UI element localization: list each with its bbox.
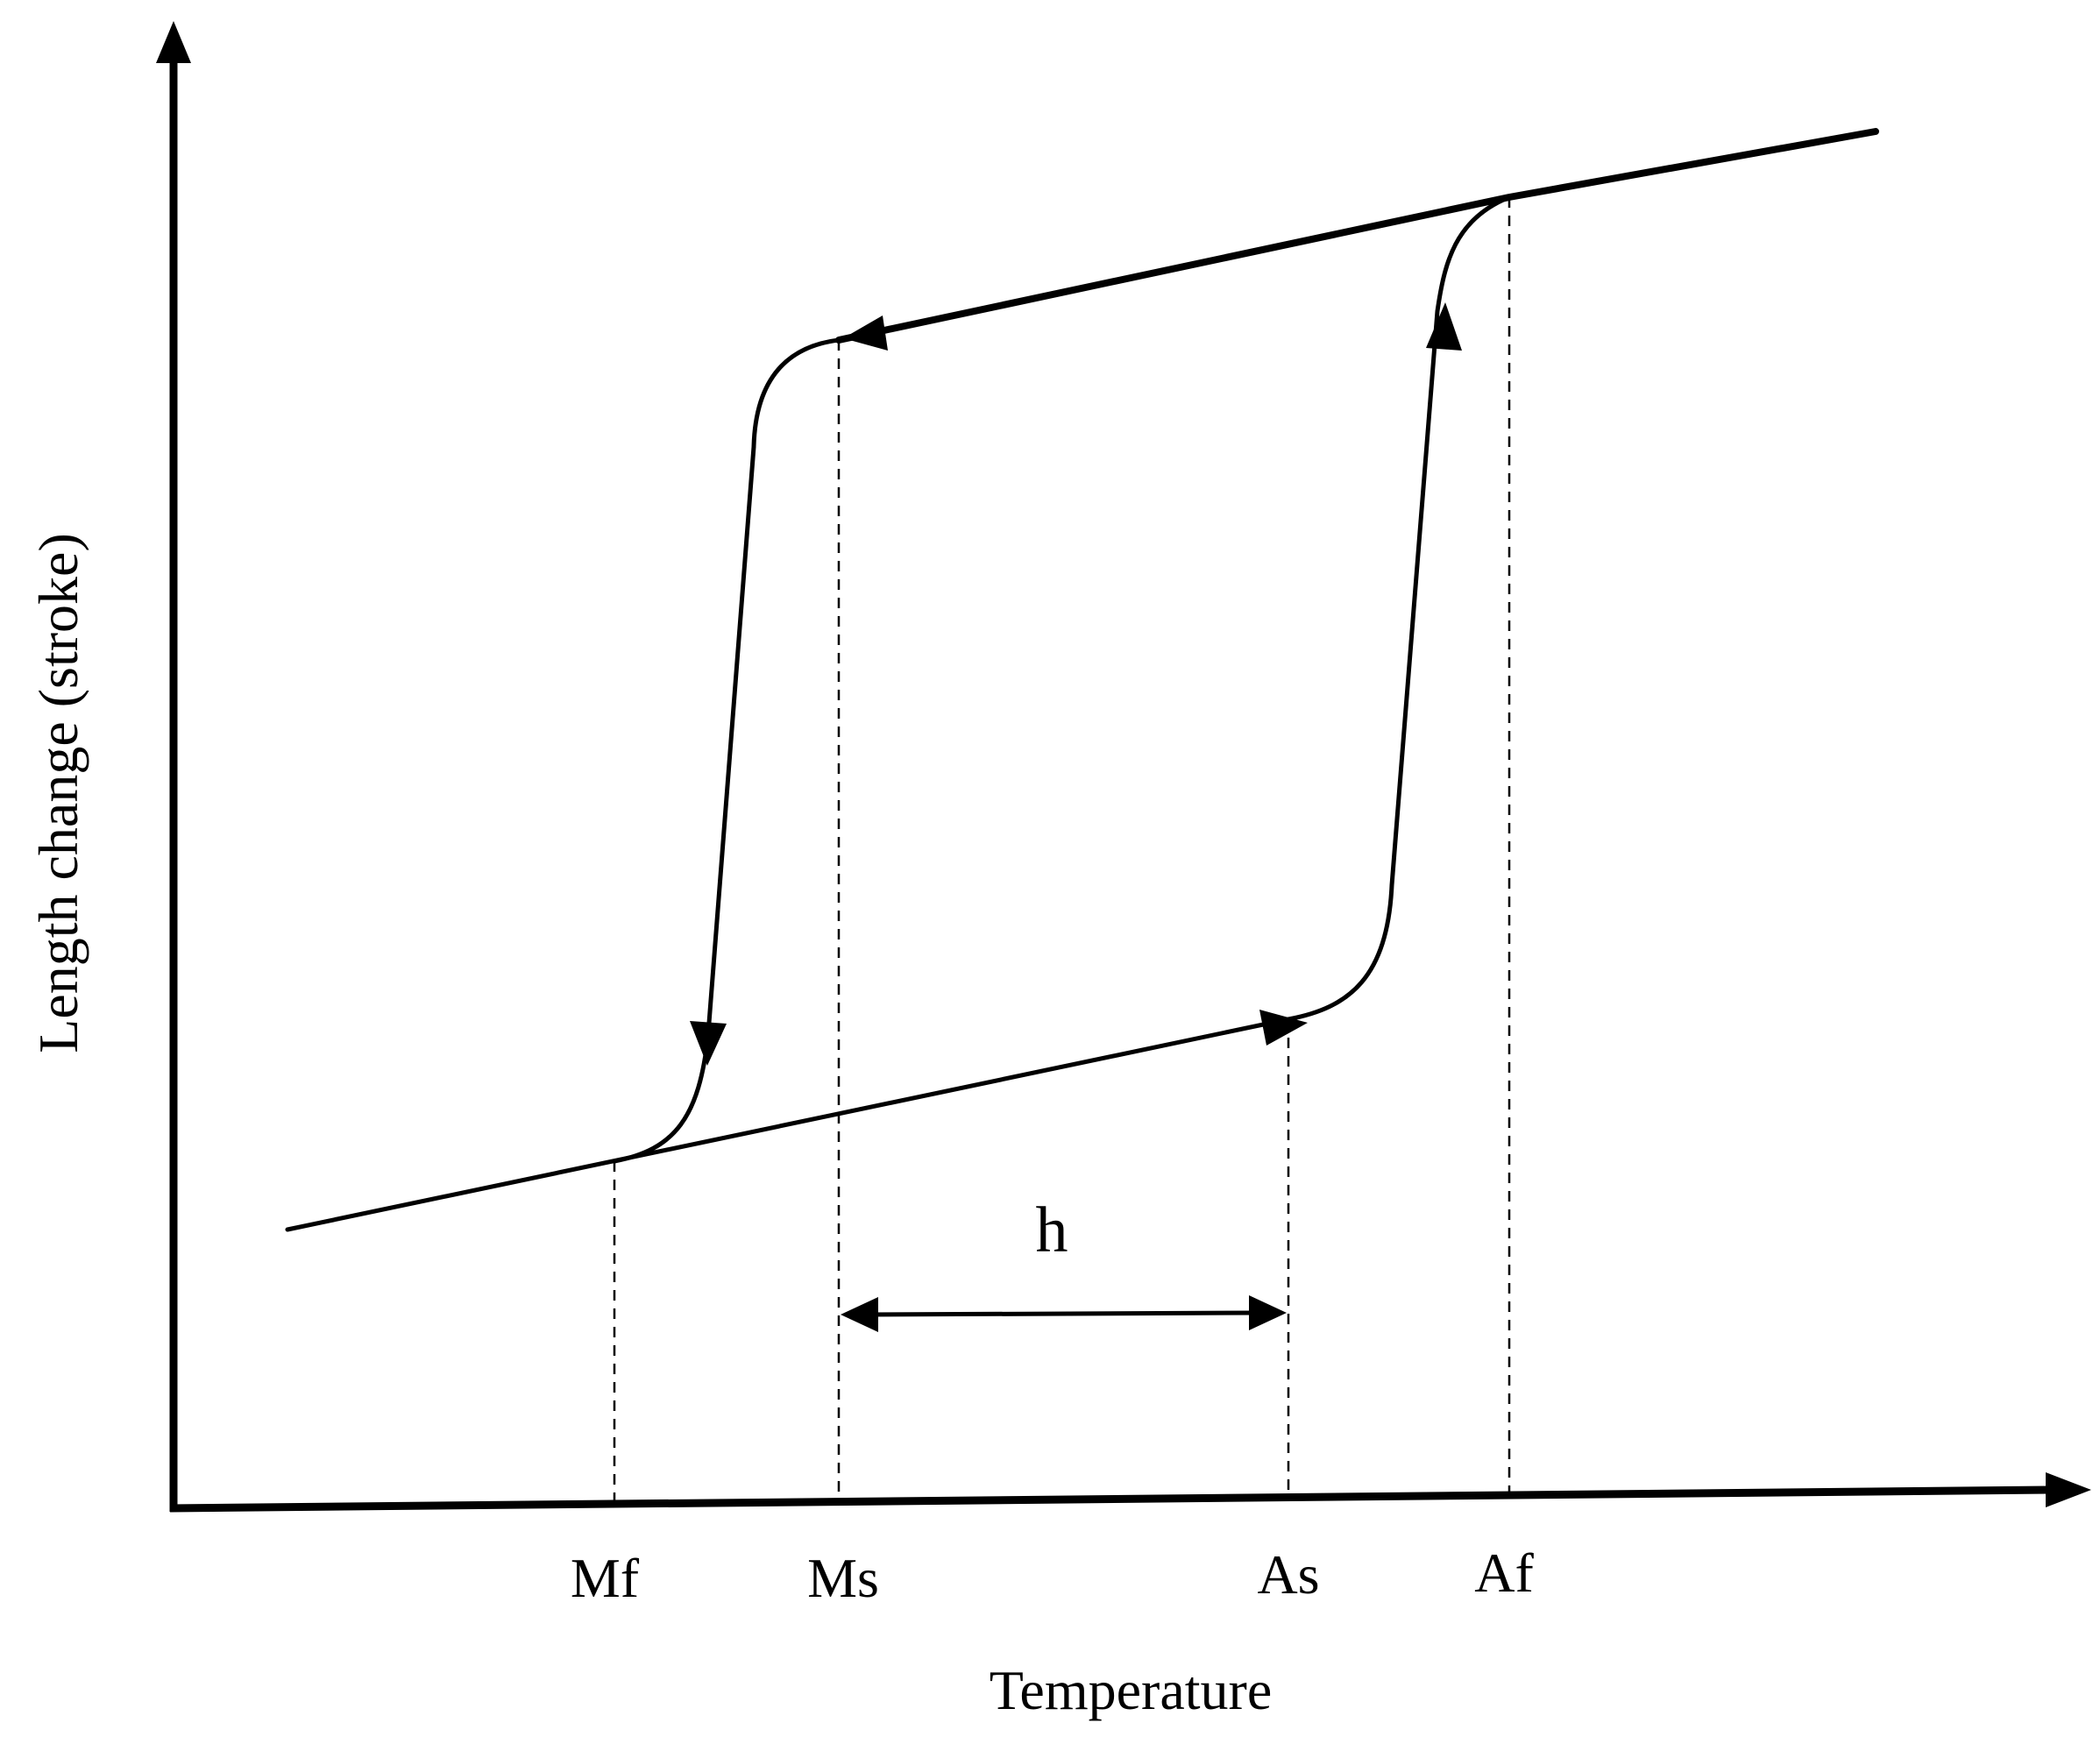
- ms-label: Ms: [807, 1547, 879, 1609]
- h-arrow-right-head: [1249, 1295, 1287, 1330]
- lower-branch: [285, 1017, 1291, 1232]
- as-label: As: [1257, 1543, 1319, 1606]
- temperature-guides: [613, 197, 1511, 1500]
- upper-branch: [835, 128, 1879, 344]
- af-label: Af: [1474, 1542, 1534, 1604]
- axes: [156, 21, 2091, 1513]
- y-axis-arrowhead: [156, 21, 191, 63]
- heating-branch: [1286, 195, 1512, 1022]
- cooling-branch: [612, 337, 841, 1164]
- x-axis-line: [169, 1485, 2052, 1513]
- temperature-labels: Mf Ms As Af: [571, 1542, 1535, 1609]
- hysteresis-label: h: [1036, 1195, 1068, 1266]
- lower-branch-arrowhead: [1259, 1010, 1308, 1046]
- mf-label: Mf: [571, 1547, 640, 1609]
- h-arrow-left-head: [841, 1297, 878, 1332]
- hysteresis-width: h: [841, 1195, 1287, 1332]
- upper-branch-arrowhead: [843, 315, 888, 351]
- x-axis-title: Temperature: [990, 1659, 1272, 1721]
- y-axis-title: Length change (stroke): [27, 533, 89, 1053]
- heating-arrowhead: [1426, 302, 1462, 351]
- h-arrow-line: [867, 1310, 1259, 1317]
- cooling-arrowhead: [690, 1021, 727, 1066]
- hysteresis-loop: [285, 128, 1879, 1232]
- x-axis-arrowhead: [2046, 1472, 2091, 1507]
- direction-arrows: [690, 302, 1462, 1066]
